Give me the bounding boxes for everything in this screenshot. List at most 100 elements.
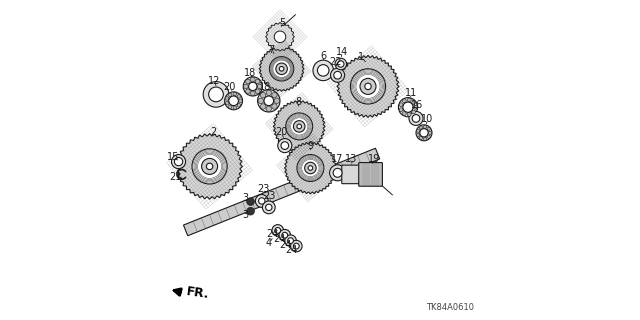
- Text: 19: 19: [367, 154, 380, 164]
- Text: 20: 20: [275, 127, 287, 137]
- Circle shape: [334, 71, 342, 79]
- Circle shape: [282, 232, 288, 238]
- Circle shape: [266, 204, 272, 211]
- Circle shape: [233, 92, 237, 96]
- Circle shape: [275, 31, 285, 43]
- Polygon shape: [273, 100, 325, 152]
- Circle shape: [285, 113, 312, 140]
- Circle shape: [285, 235, 296, 246]
- Circle shape: [297, 155, 324, 181]
- Circle shape: [424, 125, 427, 128]
- Circle shape: [403, 112, 406, 116]
- Circle shape: [269, 57, 294, 81]
- Circle shape: [272, 225, 284, 236]
- Circle shape: [412, 110, 415, 114]
- Circle shape: [276, 63, 287, 75]
- Text: 8: 8: [295, 97, 301, 108]
- Circle shape: [338, 61, 344, 67]
- Circle shape: [291, 240, 302, 252]
- Circle shape: [172, 155, 186, 169]
- Circle shape: [417, 133, 420, 137]
- Text: 3: 3: [243, 193, 249, 203]
- Circle shape: [308, 166, 313, 170]
- Circle shape: [330, 165, 346, 181]
- Circle shape: [317, 65, 329, 76]
- Text: 11: 11: [405, 88, 417, 99]
- Circle shape: [412, 115, 420, 122]
- FancyBboxPatch shape: [342, 165, 362, 184]
- Text: TK84A0610: TK84A0610: [426, 303, 474, 312]
- Circle shape: [281, 142, 289, 149]
- Text: 24: 24: [280, 240, 292, 250]
- Polygon shape: [177, 133, 243, 199]
- Circle shape: [246, 89, 250, 93]
- Circle shape: [225, 101, 229, 105]
- Circle shape: [262, 201, 275, 214]
- Circle shape: [233, 106, 237, 109]
- Circle shape: [258, 98, 264, 103]
- Text: 15: 15: [166, 152, 179, 163]
- Text: 1: 1: [358, 52, 364, 62]
- Circle shape: [255, 79, 260, 84]
- Circle shape: [333, 168, 342, 177]
- Circle shape: [413, 105, 417, 109]
- Circle shape: [398, 98, 418, 117]
- Circle shape: [225, 97, 229, 100]
- Circle shape: [258, 90, 280, 112]
- Circle shape: [247, 198, 255, 205]
- Text: 18: 18: [259, 82, 271, 92]
- Circle shape: [419, 126, 422, 129]
- Circle shape: [202, 158, 218, 174]
- Polygon shape: [285, 142, 337, 194]
- Circle shape: [249, 82, 257, 91]
- Circle shape: [360, 78, 376, 94]
- Circle shape: [243, 77, 262, 96]
- Text: 22: 22: [329, 57, 342, 68]
- Circle shape: [399, 108, 403, 112]
- Text: FR.: FR.: [185, 285, 210, 301]
- Text: 23: 23: [263, 191, 276, 201]
- Circle shape: [209, 87, 223, 102]
- Circle shape: [279, 229, 291, 241]
- Text: 20: 20: [223, 82, 236, 92]
- Text: 12: 12: [207, 76, 220, 86]
- Circle shape: [293, 243, 300, 249]
- Text: 13: 13: [345, 154, 358, 164]
- Circle shape: [250, 77, 255, 82]
- Circle shape: [257, 84, 262, 89]
- Circle shape: [250, 91, 255, 96]
- Circle shape: [420, 129, 428, 137]
- Circle shape: [403, 99, 406, 103]
- Circle shape: [365, 83, 371, 90]
- Circle shape: [416, 125, 432, 141]
- Circle shape: [428, 131, 432, 134]
- Text: 24: 24: [273, 234, 286, 244]
- Circle shape: [264, 96, 274, 106]
- Circle shape: [255, 195, 268, 207]
- Circle shape: [229, 96, 239, 106]
- Circle shape: [246, 79, 250, 84]
- Circle shape: [293, 121, 305, 132]
- Circle shape: [237, 95, 241, 98]
- Text: 14: 14: [335, 47, 348, 57]
- Circle shape: [279, 67, 284, 71]
- Circle shape: [297, 124, 301, 129]
- Circle shape: [255, 89, 260, 93]
- Circle shape: [274, 98, 280, 103]
- Circle shape: [260, 92, 266, 98]
- Circle shape: [409, 111, 423, 125]
- Circle shape: [351, 69, 385, 104]
- Polygon shape: [184, 148, 380, 236]
- Text: 24: 24: [266, 229, 279, 239]
- Circle shape: [247, 207, 255, 215]
- Circle shape: [399, 103, 403, 107]
- Text: 9: 9: [307, 140, 314, 151]
- Text: 2: 2: [211, 127, 217, 137]
- Circle shape: [272, 92, 277, 98]
- Circle shape: [266, 90, 271, 95]
- Circle shape: [260, 104, 266, 109]
- Circle shape: [424, 137, 427, 140]
- FancyBboxPatch shape: [359, 163, 383, 186]
- Circle shape: [239, 99, 242, 102]
- Text: 7: 7: [268, 44, 275, 55]
